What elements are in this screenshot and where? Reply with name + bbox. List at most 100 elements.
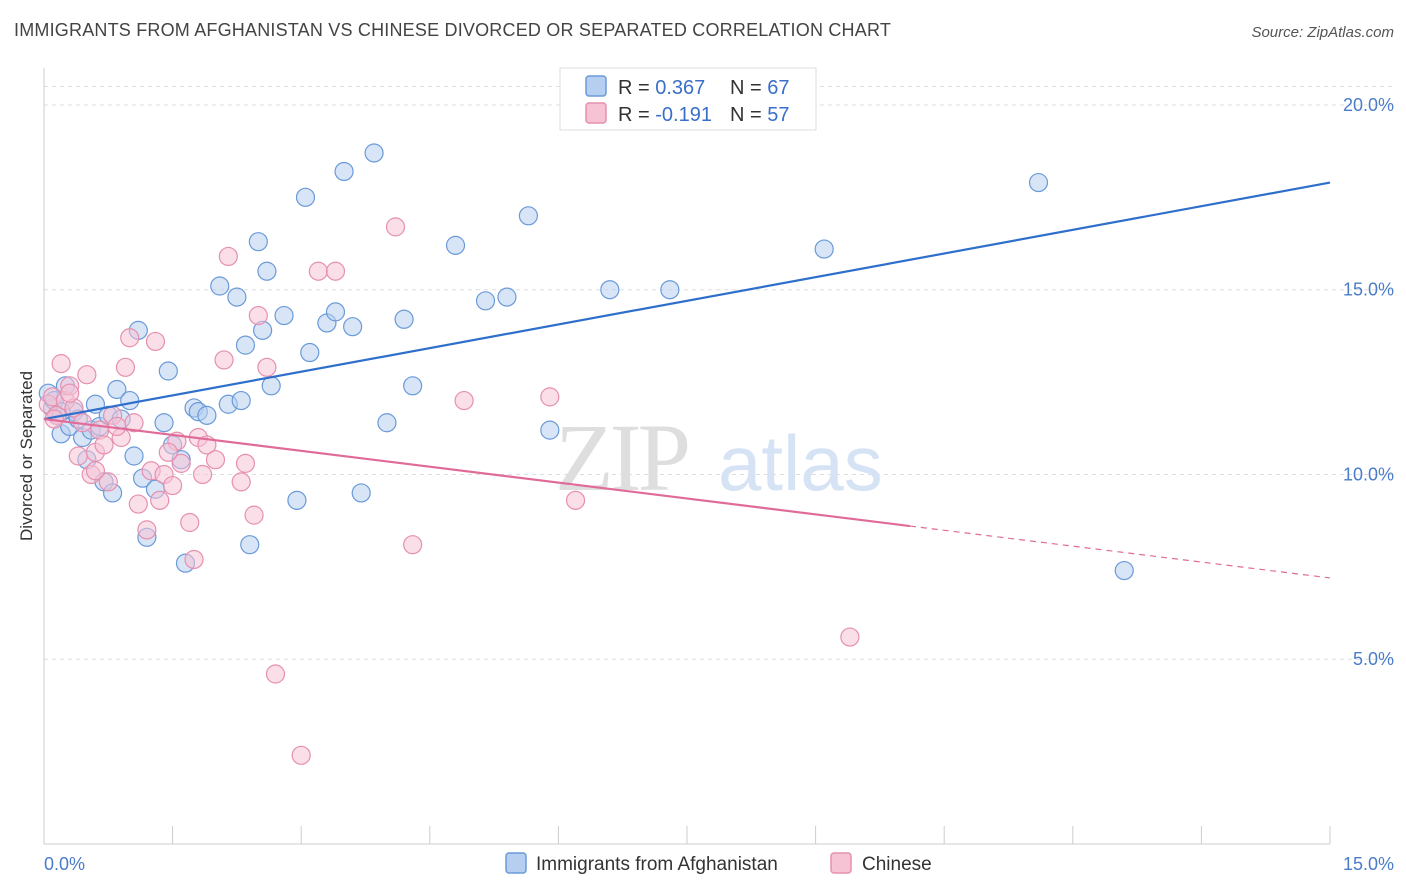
trend-lines <box>43 181 1331 579</box>
legend-swatch-pink <box>585 102 607 124</box>
svg-text:N = 57: N = 57 <box>730 104 790 126</box>
point-chinese <box>403 535 423 555</box>
chart-source: Source: ZipAtlas.com <box>1251 24 1394 41</box>
legend-r-value-2: -0.191 <box>655 104 712 126</box>
point-afghanistan <box>497 287 517 307</box>
point-chinese <box>180 512 200 533</box>
point-chinese <box>235 453 256 473</box>
point-afghanistan <box>475 291 496 311</box>
point-chinese <box>171 453 191 473</box>
trend-line-chinese-extrapolated <box>909 525 1331 579</box>
point-chinese <box>257 357 277 377</box>
watermark-atlas: atlas <box>718 419 883 507</box>
point-afghanistan <box>295 187 316 207</box>
y-tick-label: 20.0% <box>1343 95 1394 115</box>
point-chinese <box>385 217 406 237</box>
point-afghanistan <box>1028 172 1049 193</box>
point-afghanistan <box>403 376 423 396</box>
point-chinese <box>150 490 170 510</box>
point-chinese <box>193 464 213 485</box>
point-chinese <box>291 745 311 765</box>
bottom-legend-label-chinese: Chinese <box>862 854 932 875</box>
point-chinese <box>184 549 204 570</box>
point-afghanistan <box>154 413 174 433</box>
series-chinese <box>38 217 860 765</box>
point-afghanistan <box>240 535 260 555</box>
legend-r-label-2: R = <box>618 104 655 126</box>
legend-n-value-2: 57 <box>767 104 789 126</box>
point-afghanistan <box>394 309 414 329</box>
grid <box>44 85 1394 660</box>
legend-n-label-2: N = <box>730 104 767 126</box>
point-chinese <box>68 446 88 466</box>
point-afghanistan <box>600 280 620 300</box>
point-afghanistan <box>120 390 140 411</box>
point-chinese <box>60 383 80 403</box>
point-afghanistan <box>540 420 560 440</box>
point-afghanistan <box>334 161 354 182</box>
svg-text:R = -0.191: R = -0.191 <box>618 104 712 126</box>
point-chinese <box>565 490 586 510</box>
legend-top: R = 0.367 N = 67 R = -0.191 N = 57 <box>559 67 817 131</box>
point-afghanistan <box>124 446 144 466</box>
trend-line-afghanistan <box>43 181 1331 421</box>
y-tick-label: 15.0% <box>1343 280 1394 300</box>
point-chinese <box>145 331 166 352</box>
point-chinese <box>244 505 264 525</box>
bottom-legend-swatch-blue <box>505 852 527 874</box>
point-chinese <box>205 450 226 470</box>
svg-text:N = 67: N = 67 <box>730 77 790 99</box>
legend-bottom: Immigrants from Afghanistan Chinese <box>505 852 932 875</box>
point-chinese <box>163 475 183 496</box>
point-chinese <box>540 387 560 407</box>
point-chinese <box>158 442 178 462</box>
point-afghanistan <box>197 405 217 425</box>
point-afghanistan <box>248 232 268 252</box>
point-chinese <box>120 328 140 348</box>
point-afghanistan <box>343 317 363 337</box>
y-tick-labels: 5.0% 10.0% 15.0% 20.0% <box>1343 95 1394 669</box>
x-tick-label-min: 0.0% <box>44 854 85 874</box>
point-chinese <box>308 261 328 281</box>
point-afghanistan <box>1114 560 1134 581</box>
point-chinese <box>51 354 71 374</box>
point-chinese <box>98 472 118 492</box>
point-afghanistan <box>158 361 178 381</box>
point-afghanistan <box>300 342 320 363</box>
point-chinese <box>77 365 97 385</box>
point-chinese <box>128 494 148 514</box>
point-afghanistan <box>325 302 346 322</box>
legend-swatch-blue <box>585 75 607 97</box>
point-afghanistan <box>231 390 251 411</box>
point-afghanistan <box>377 413 397 433</box>
point-chinese <box>325 261 346 281</box>
point-afghanistan <box>814 239 834 259</box>
point-chinese <box>115 357 136 377</box>
point-chinese <box>94 435 114 455</box>
point-chinese <box>137 520 157 540</box>
x-ticks <box>43 826 1331 844</box>
point-afghanistan <box>364 143 384 163</box>
point-chinese <box>124 413 144 433</box>
point-afghanistan <box>107 379 127 400</box>
point-afghanistan <box>518 206 538 226</box>
point-afghanistan <box>227 287 247 307</box>
y-axis-label: Divorced or Separated <box>17 371 36 541</box>
legend-n-value-1: 67 <box>767 77 789 99</box>
svg-text:R = 0.367: R = 0.367 <box>618 77 705 99</box>
x-tick-label-max: 15.0% <box>1343 854 1394 874</box>
axes <box>43 68 1330 845</box>
legend-r-value-1: 0.367 <box>655 77 705 99</box>
point-afghanistan <box>257 261 277 281</box>
point-chinese <box>214 350 234 370</box>
point-chinese <box>840 627 860 647</box>
point-afghanistan <box>235 335 256 355</box>
y-tick-label: 10.0% <box>1343 464 1394 484</box>
watermark: ZIP atlas <box>555 404 883 511</box>
bottom-legend-swatch-pink <box>830 852 852 874</box>
point-afghanistan <box>210 276 230 296</box>
point-chinese <box>231 472 251 492</box>
y-tick-label: 5.0% <box>1353 649 1394 669</box>
point-chinese <box>454 390 474 411</box>
